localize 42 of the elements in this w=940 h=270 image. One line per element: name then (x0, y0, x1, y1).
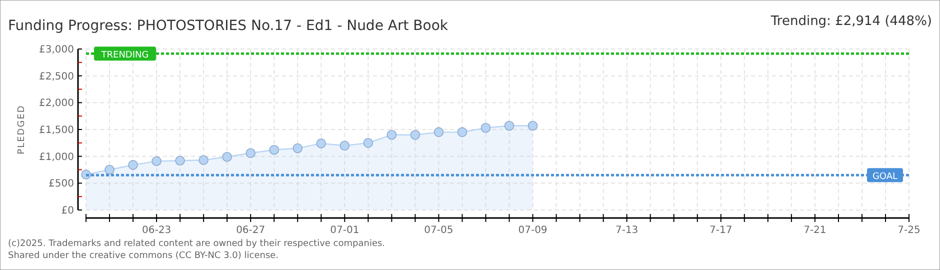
x-tick-label: 07-05 (424, 225, 454, 236)
y-tick-label: £1,000 (39, 152, 74, 163)
y-tick-label: £3,000 (39, 44, 74, 56)
chart-title: Funding Progress: PHOTOSTORIES No.17 - Ed1 - Nude Art Book (8, 18, 449, 34)
point (104, 164, 114, 175)
x-tick-label: 7-17 (710, 225, 732, 236)
point (410, 130, 420, 140)
point (198, 155, 208, 165)
ref-line-label: TRENDING (100, 50, 149, 61)
point (316, 138, 326, 148)
point (175, 156, 185, 166)
point (528, 120, 538, 131)
x-tick-label: 7-21 (804, 225, 826, 236)
x-tick-label: 7-13 (615, 225, 638, 236)
y-tick-label: £0 (61, 206, 74, 216)
point (246, 148, 256, 158)
y-tick-label: £1,500 (39, 125, 74, 136)
point (222, 152, 232, 162)
text: Trending: £2,914 (448%) (770, 14, 932, 29)
point (386, 130, 397, 140)
x-tick-label: 07-01 (330, 225, 360, 236)
point (504, 120, 514, 131)
point (269, 144, 280, 155)
point (480, 122, 491, 133)
y-tick-label: £2,000 (39, 98, 74, 110)
point (363, 138, 374, 148)
point (152, 156, 162, 166)
text: Shared under the creative commons (CC BY-NC 3.0) license. (8, 251, 279, 261)
y-tick-label: £2,500 (39, 71, 74, 82)
point (434, 127, 444, 138)
y-tick-label: £500 (48, 178, 74, 190)
ref-line-label: GOAL (872, 172, 898, 182)
point (457, 127, 468, 138)
point (292, 143, 303, 154)
point (340, 140, 350, 150)
text: (c)2025. Trademarks and related content are owned by their respective companies. (8, 239, 386, 249)
point (128, 160, 138, 170)
x-tick-label: 07-09 (518, 225, 548, 236)
y-axis-title: PLEDGED (17, 104, 27, 154)
x-tick-label: 06-27 (236, 225, 266, 236)
x-tick-label: 06-23 (142, 225, 172, 236)
x-tick-label: 7-25 (898, 225, 920, 236)
